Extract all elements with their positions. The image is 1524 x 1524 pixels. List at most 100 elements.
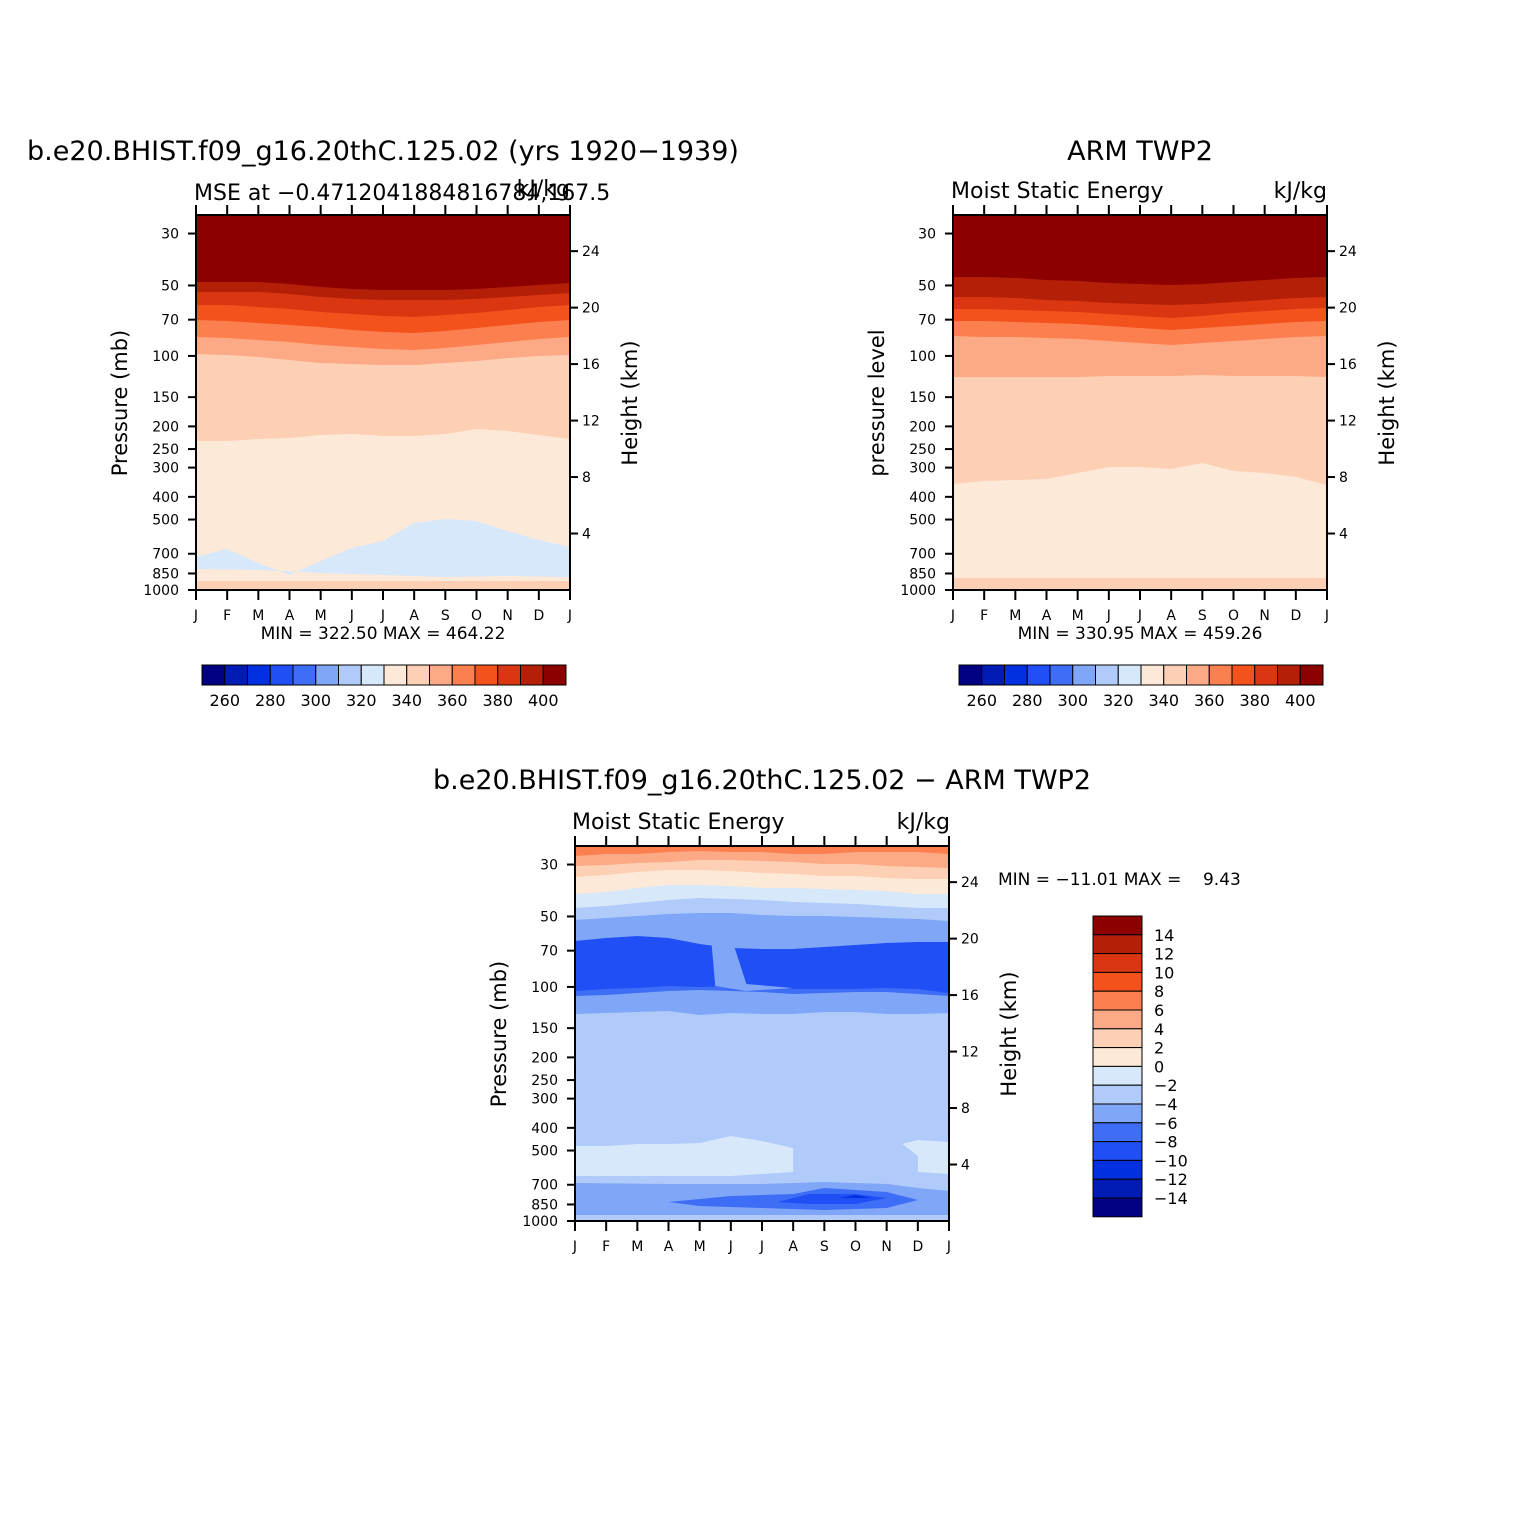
y-tick-label: 100 bbox=[152, 349, 179, 365]
colorbar-swatch bbox=[981, 664, 1005, 686]
x-tick-label: A bbox=[285, 608, 295, 624]
colorbar-swatch bbox=[1208, 664, 1233, 686]
y-tick-label: 300 bbox=[531, 1092, 558, 1108]
colorbar-swatch bbox=[1092, 934, 1143, 955]
y-tick-label: 70 bbox=[161, 313, 179, 329]
panel-diff-units: kJ/kg bbox=[897, 810, 950, 835]
y2-tick-label: 24 bbox=[582, 244, 600, 260]
y-tick-label: 700 bbox=[531, 1178, 558, 1194]
colorbar-swatch bbox=[958, 664, 983, 686]
panel-diff-title: b.e20.BHIST.f09_g16.20thC.125.02 − ARM T… bbox=[433, 765, 1091, 796]
colorbar-label: 6 bbox=[1154, 1001, 1164, 1020]
panel-model-subtitle: MSE at −0.4712041884816784,167.5 bbox=[194, 181, 610, 206]
y2-tick-label: 4 bbox=[1339, 527, 1348, 543]
y-tick-label: 30 bbox=[540, 858, 558, 874]
x-tick-label: O bbox=[1228, 608, 1239, 624]
colorbar-label: 0 bbox=[1154, 1057, 1164, 1076]
colorbar-swatch bbox=[406, 664, 430, 686]
y2-tick-label: 24 bbox=[1339, 244, 1357, 260]
x-tick-label: D bbox=[1290, 608, 1301, 624]
panel-diff-stats: MIN = −11.01 MAX = 9.43 bbox=[998, 870, 1241, 890]
x-tick-label: F bbox=[980, 608, 988, 624]
panel-obs-field bbox=[953, 215, 1327, 590]
x-tick-label: M bbox=[315, 608, 327, 624]
x-tick-label: J bbox=[1324, 608, 1329, 624]
x-tick-label: J bbox=[349, 608, 354, 624]
y-tick-label: 100 bbox=[531, 980, 558, 996]
x-tick-label: F bbox=[602, 1239, 610, 1255]
panel-diff-field bbox=[575, 846, 949, 1221]
colorbar-swatch bbox=[1299, 664, 1324, 686]
y-tick-label: 1000 bbox=[143, 583, 179, 599]
y-tick-label: 150 bbox=[909, 390, 936, 406]
colorbar-label: 320 bbox=[346, 691, 377, 710]
colorbar-swatch bbox=[1092, 1197, 1143, 1218]
colorbar-label: 320 bbox=[1103, 691, 1134, 710]
y-tick-label: 30 bbox=[918, 227, 936, 243]
y-tick-label: 250 bbox=[909, 442, 936, 458]
colorbar-swatch bbox=[1092, 1159, 1143, 1180]
panel-model: b.e20.BHIST.f09_g16.20thC.125.02 (yrs 19… bbox=[27, 136, 739, 644]
y-tick-label: 850 bbox=[531, 1197, 558, 1213]
y2-tick-label: 20 bbox=[582, 301, 600, 317]
x-tick-label: A bbox=[788, 1239, 798, 1255]
y2-tick-label: 8 bbox=[961, 1101, 970, 1117]
colorbar-swatch bbox=[1231, 664, 1256, 686]
colorbar-swatch bbox=[1092, 1028, 1143, 1049]
colorbar-swatch bbox=[1092, 1103, 1143, 1124]
colorbar-swatch bbox=[1117, 664, 1142, 686]
colorbar-label: 380 bbox=[1239, 691, 1270, 710]
x-tick-label: A bbox=[1166, 608, 1176, 624]
colorbar-swatch bbox=[1186, 664, 1210, 686]
colorbar-label: 300 bbox=[1057, 691, 1088, 710]
y2-tick-label: 16 bbox=[1339, 357, 1357, 373]
colorbar-swatch bbox=[1049, 664, 1074, 686]
colorbar-obs: 260 280 300 320 340 360 380 400 bbox=[958, 664, 1324, 710]
colorbar-label: 340 bbox=[391, 691, 422, 710]
y2-tick-label: 12 bbox=[961, 1045, 979, 1061]
x-tick-label: M bbox=[1009, 608, 1021, 624]
colorbar-label: 300 bbox=[300, 691, 331, 710]
x-tick-label: D bbox=[533, 608, 544, 624]
colorbar-label: 360 bbox=[437, 691, 468, 710]
x-tick-label: O bbox=[471, 608, 482, 624]
colorbar-label: 14 bbox=[1154, 926, 1174, 945]
y2-tick-label: 12 bbox=[582, 414, 600, 430]
x-tick-label: F bbox=[223, 608, 231, 624]
panel-diff-subtitle: Moist Static Energy bbox=[572, 810, 785, 835]
colorbar-swatch bbox=[1092, 1065, 1143, 1086]
y2-tick-label: 20 bbox=[961, 932, 979, 948]
colorbar-swatch bbox=[360, 664, 385, 686]
x-tick-label: S bbox=[820, 1239, 829, 1255]
y2-tick-label: 8 bbox=[582, 470, 591, 486]
panel-diff-ylabel: Pressure (mb) bbox=[487, 961, 511, 1108]
colorbar-swatch bbox=[1092, 1009, 1143, 1030]
colorbar-label: 260 bbox=[209, 691, 240, 710]
panel-obs-subtitle: Moist Static Energy bbox=[951, 179, 1164, 204]
panel-obs-ylabel: pressure level bbox=[865, 329, 889, 476]
colorbar-swatch bbox=[1092, 953, 1143, 973]
colorbar-swatch bbox=[497, 664, 521, 686]
y-tick-label: 70 bbox=[540, 944, 558, 960]
y-tick-label: 150 bbox=[531, 1021, 558, 1037]
colorbar-swatch bbox=[1004, 664, 1028, 686]
x-tick-label: M bbox=[252, 608, 264, 624]
y-tick-label: 1000 bbox=[522, 1214, 558, 1230]
colorbar-swatch bbox=[1092, 1141, 1143, 1161]
colorbar-swatch bbox=[451, 664, 476, 686]
y-tick-label: 300 bbox=[909, 461, 936, 477]
panel-diff-y2label: Height (km) bbox=[997, 971, 1021, 1096]
colorbar-label: 8 bbox=[1154, 982, 1164, 1001]
colorbar-label: 2 bbox=[1154, 1039, 1164, 1058]
colorbar-swatch bbox=[542, 664, 567, 686]
y-tick-label: 200 bbox=[152, 419, 179, 435]
colorbar-swatch bbox=[383, 664, 408, 686]
colorbar-label: 400 bbox=[1285, 691, 1316, 710]
y-tick-label: 50 bbox=[918, 278, 936, 294]
panel-obs-y2label: Height (km) bbox=[1375, 340, 1399, 465]
panel-obs-title: ARM TWP2 bbox=[1067, 136, 1213, 167]
